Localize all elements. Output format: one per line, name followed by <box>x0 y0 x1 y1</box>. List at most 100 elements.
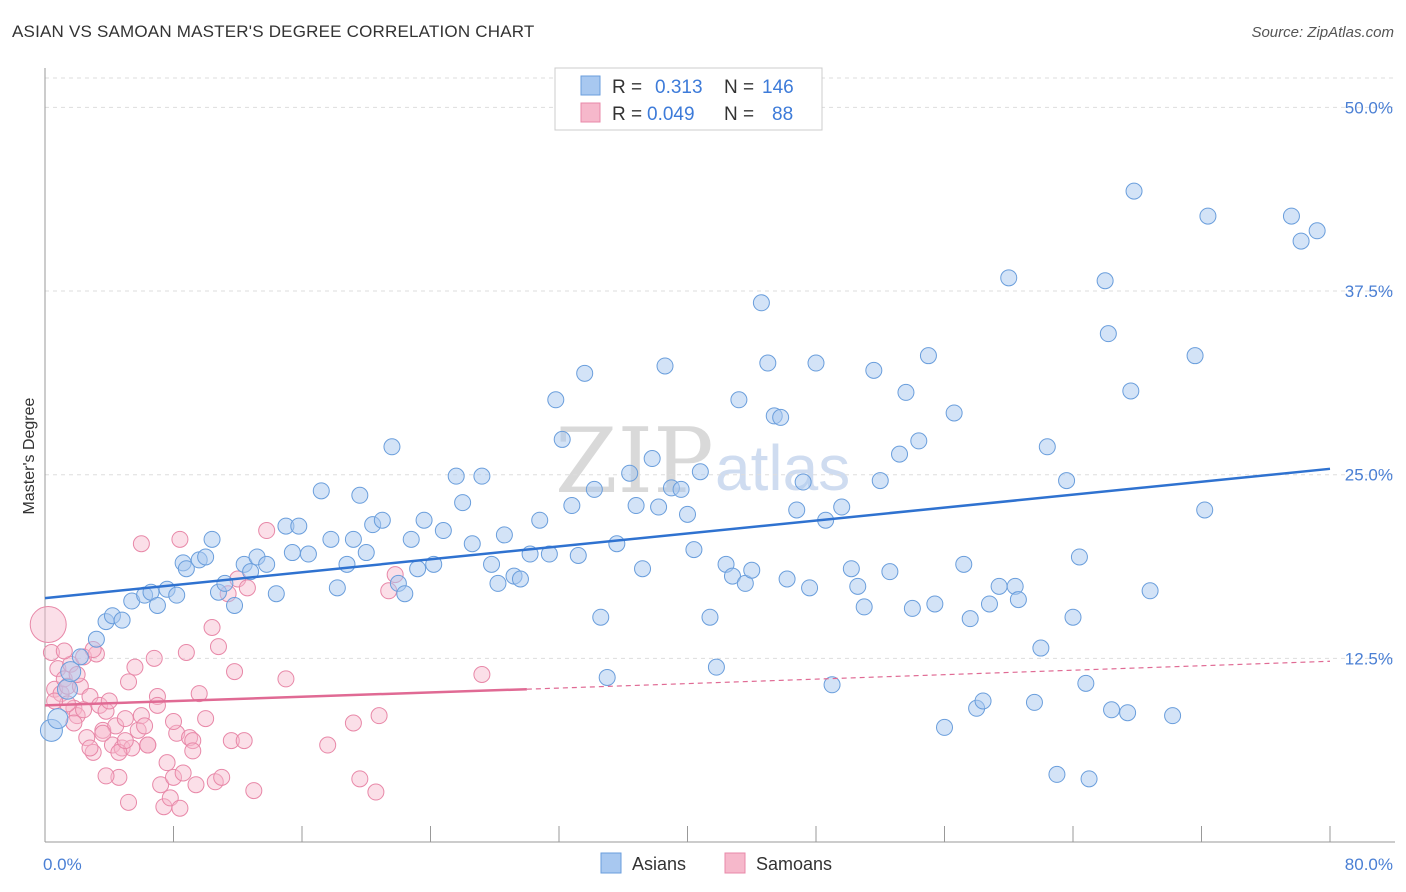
asian-point <box>113 611 131 629</box>
samoan-point <box>197 710 215 728</box>
asian-point <box>402 530 420 548</box>
asian-point <box>463 535 481 553</box>
asian-point <box>1199 207 1217 225</box>
samoan-point <box>277 670 295 688</box>
asian-point <box>1196 501 1214 519</box>
tick-labels: 12.5% 25.0% 37.5% 50.0% 0.0% 80.0% <box>43 98 1393 874</box>
asian-point <box>351 486 369 504</box>
samoan-point <box>94 724 112 742</box>
asian-point <box>563 497 581 515</box>
asian-point <box>454 494 472 512</box>
samoan-point <box>123 739 141 757</box>
bottom-legend-asians: Asians <box>632 854 686 874</box>
samoan-point <box>174 764 192 782</box>
asian-point <box>177 560 195 578</box>
asian-point <box>576 364 594 382</box>
asian-point <box>328 579 346 597</box>
asian-point <box>1103 701 1121 719</box>
y-tick-label-2: 37.5% <box>1345 282 1393 301</box>
samoan-point <box>258 522 276 540</box>
asian-point <box>833 498 851 516</box>
asian-point <box>679 505 696 523</box>
asian-point <box>752 294 770 312</box>
samoan-point <box>209 638 227 656</box>
asian-point <box>547 391 565 409</box>
samoan-point <box>126 658 144 676</box>
asian-point <box>1119 704 1137 722</box>
asian-point <box>778 570 796 588</box>
asian-point <box>842 560 860 578</box>
asian-point <box>919 347 937 365</box>
bottom-legend-samoans: Samoans <box>756 854 832 874</box>
asian-point <box>216 574 234 592</box>
asian-point <box>531 511 549 529</box>
samoan-point <box>81 739 99 757</box>
samoan-point <box>148 696 166 714</box>
asian-point <box>903 599 921 617</box>
asian-point <box>1308 222 1326 240</box>
samoan-point <box>145 649 163 667</box>
samoan-point <box>29 606 67 644</box>
samoan-point <box>65 714 83 732</box>
samoan-point <box>171 799 189 817</box>
asian-point <box>691 463 709 481</box>
asian-point <box>267 585 285 603</box>
legend-samoan-n-label: N = <box>724 104 754 125</box>
asian-point <box>148 596 166 614</box>
asian-point <box>672 480 690 498</box>
asian-point <box>483 555 501 573</box>
asian-point <box>621 464 639 482</box>
samoan-point <box>226 663 244 681</box>
asian-point <box>1096 272 1114 290</box>
asian-point <box>226 596 244 614</box>
samoan-point <box>78 729 96 747</box>
asian-point <box>707 658 725 676</box>
samoan-point <box>238 579 256 597</box>
asian-point <box>56 678 78 700</box>
samoan-point <box>203 618 221 636</box>
asian-point <box>961 610 979 628</box>
series-legend: Asians Samoans <box>600 852 832 874</box>
samoan-point <box>120 793 138 811</box>
asian-point <box>936 718 953 736</box>
asian-point <box>656 357 674 375</box>
asian-point <box>974 692 992 710</box>
asian-point <box>322 530 340 548</box>
asian-point <box>71 648 89 666</box>
samoan-trendline <box>44 687 527 707</box>
samoan-point <box>165 768 182 786</box>
asian-point <box>627 497 645 515</box>
asian-point <box>87 630 105 648</box>
watermark-zip: ZIP <box>555 409 714 514</box>
asian-point <box>373 511 391 529</box>
samoan-point <box>139 736 157 754</box>
legend-samoan-swatch <box>580 102 601 123</box>
asian-point <box>1032 639 1050 657</box>
asian-point <box>495 526 513 544</box>
asian-point <box>788 501 806 519</box>
trendlines <box>44 467 1331 707</box>
samoan-point <box>184 742 202 760</box>
samoan-point <box>116 710 134 728</box>
bottom-legend-asian-swatch <box>600 852 622 874</box>
asian-point <box>1080 770 1098 788</box>
legend-asian-swatch <box>580 75 601 96</box>
asian-point <box>865 361 883 379</box>
asian-point <box>849 577 867 595</box>
asian-point <box>312 482 330 500</box>
asian-point <box>553 430 571 448</box>
bottom-legend-samoan-swatch <box>724 852 746 874</box>
asian-point <box>1064 608 1082 626</box>
samoan-point <box>136 717 154 735</box>
samoan-point <box>158 754 176 772</box>
asian-point <box>197 548 215 566</box>
asian-point <box>415 511 433 529</box>
asian-point <box>357 544 375 562</box>
y-tick-label-0: 12.5% <box>1345 649 1393 668</box>
samoan-point <box>100 692 118 710</box>
samoan-point <box>42 643 60 661</box>
samoan-point <box>165 713 182 731</box>
correlation-legend: R = 0.313 N = 146 R = 0.049 N = 88 <box>554 67 823 131</box>
asian-point <box>242 563 260 581</box>
